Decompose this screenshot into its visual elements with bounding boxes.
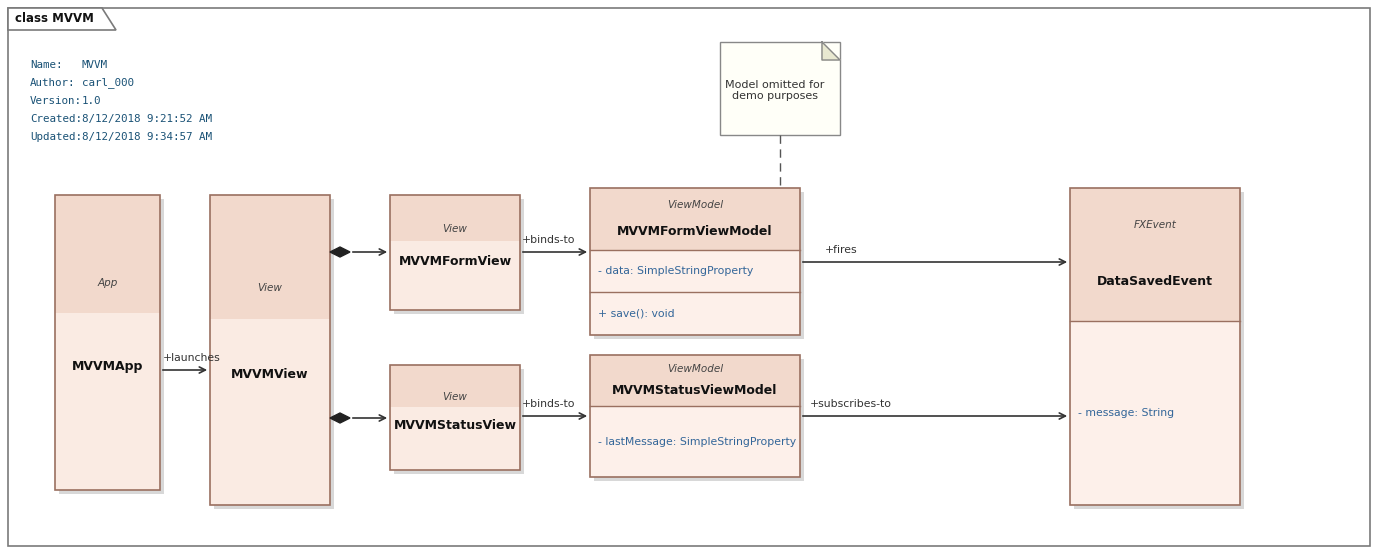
Text: +binds-to: +binds-to: [522, 399, 576, 409]
Text: DataSavedEvent: DataSavedEvent: [1097, 275, 1213, 288]
Text: Author:: Author:: [30, 78, 76, 88]
Bar: [590, 250, 801, 335]
Text: FXEvent: FXEvent: [1134, 220, 1177, 230]
Text: Name:: Name:: [30, 60, 62, 70]
Text: App: App: [98, 279, 117, 289]
Bar: [1069, 321, 1240, 505]
Text: ViewModel: ViewModel: [667, 201, 723, 211]
Bar: [594, 192, 803, 339]
Text: MVVMApp: MVVMApp: [72, 360, 143, 373]
Text: class MVVM: class MVVM: [15, 13, 94, 25]
Text: +fires: +fires: [825, 245, 857, 255]
Text: Updated:: Updated:: [30, 132, 83, 142]
Bar: [55, 195, 160, 490]
Bar: [209, 319, 329, 505]
Text: Model omitted for
demo purposes: Model omitted for demo purposes: [725, 80, 824, 101]
Bar: [390, 241, 520, 310]
Bar: [1069, 188, 1240, 505]
Polygon shape: [8, 8, 116, 30]
Text: 8/12/2018 9:34:57 AM: 8/12/2018 9:34:57 AM: [83, 132, 212, 142]
Text: View: View: [442, 392, 467, 402]
Bar: [209, 195, 329, 505]
Bar: [590, 355, 801, 406]
Bar: [590, 406, 801, 477]
Text: MVVM: MVVM: [83, 60, 107, 70]
Text: - message: String: - message: String: [1078, 408, 1174, 418]
Bar: [590, 188, 801, 250]
Text: 8/12/2018 9:21:52 AM: 8/12/2018 9:21:52 AM: [83, 114, 212, 124]
Text: +binds-to: +binds-to: [522, 235, 576, 245]
Text: carl_000: carl_000: [83, 78, 134, 89]
Bar: [1069, 188, 1240, 321]
Text: 1.0: 1.0: [83, 96, 102, 106]
Text: View: View: [442, 224, 467, 234]
Text: Created:: Created:: [30, 114, 83, 124]
Text: MVVMFormView: MVVMFormView: [398, 255, 511, 268]
Bar: [1073, 192, 1244, 509]
Bar: [214, 199, 333, 509]
Bar: [55, 313, 160, 490]
Bar: [394, 199, 524, 314]
Bar: [390, 365, 520, 470]
Bar: [390, 195, 520, 310]
Bar: [590, 188, 801, 335]
Bar: [390, 365, 520, 470]
Bar: [55, 195, 160, 490]
Polygon shape: [329, 247, 350, 257]
Bar: [390, 195, 520, 310]
Text: MVVMStatusView: MVVMStatusView: [394, 419, 517, 433]
Text: +launches: +launches: [163, 353, 220, 363]
Text: MVVMView: MVVMView: [232, 368, 309, 381]
Bar: [394, 369, 524, 474]
Bar: [719, 42, 841, 135]
Text: + save(): void: + save(): void: [598, 309, 675, 319]
Bar: [594, 359, 803, 481]
Bar: [209, 195, 329, 505]
Bar: [390, 407, 520, 470]
Text: View: View: [258, 283, 282, 293]
Text: Version:: Version:: [30, 96, 83, 106]
Bar: [590, 355, 801, 477]
Text: MVVMStatusViewModel: MVVMStatusViewModel: [612, 384, 777, 397]
Text: - data: SimpleStringProperty: - data: SimpleStringProperty: [598, 266, 754, 276]
Text: +subscribes-to: +subscribes-to: [810, 399, 892, 409]
Polygon shape: [329, 413, 350, 423]
Polygon shape: [823, 42, 841, 60]
Text: ViewModel: ViewModel: [667, 365, 723, 375]
Bar: [59, 199, 164, 494]
Text: MVVMFormViewModel: MVVMFormViewModel: [617, 225, 773, 238]
Text: - lastMessage: SimpleStringProperty: - lastMessage: SimpleStringProperty: [598, 437, 796, 447]
